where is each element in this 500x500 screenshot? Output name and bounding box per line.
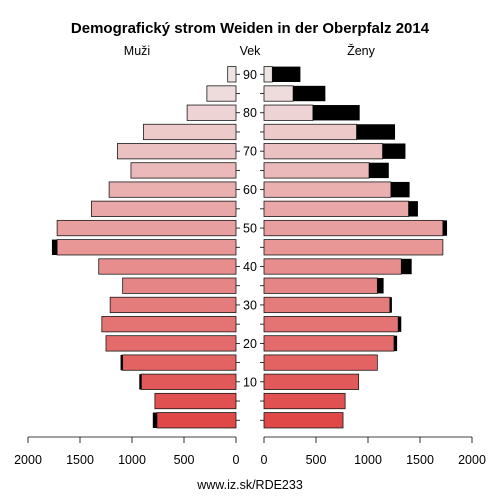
female-x-tick-label: 1000 (354, 453, 382, 467)
female-excess-90+ (272, 66, 301, 82)
female-bar-5-9 (263, 392, 346, 410)
female-excess-75-79 (356, 124, 396, 140)
female-excess-80-84 (312, 105, 360, 121)
female-bar-10-14 (263, 373, 360, 390)
female-label: Ženy (347, 43, 376, 58)
male-x-tick-label: 2000 (14, 453, 42, 467)
female-bar-65-69 (263, 162, 370, 179)
female-excess-40-44 (401, 258, 412, 275)
female-excess-30-34 (389, 297, 392, 313)
female-bar-40-44 (263, 258, 402, 275)
male-bar-80-84 (186, 104, 237, 121)
male-x-tick-label: 1500 (66, 453, 94, 467)
female-bar-30-34 (263, 296, 391, 314)
female-bar-15-19 (263, 354, 378, 371)
female-bar-70-74 (263, 143, 383, 160)
age-tick-label: 50 (243, 222, 257, 236)
female-bar-35-39 (263, 277, 378, 294)
female-bar-75-79 (263, 123, 357, 141)
bars-layer (51, 66, 448, 429)
age-tick-label: 90 (243, 68, 257, 82)
male-bar-60-64 (108, 181, 237, 198)
male-label: Muži (124, 44, 150, 58)
female-excess-20-24 (394, 335, 398, 352)
male-bar-5-9 (154, 392, 237, 410)
age-label: Vek (240, 44, 262, 58)
male-x-tick-label: 0 (233, 453, 240, 467)
female-bar-50-54 (263, 219, 444, 237)
male-bar-90+ (227, 66, 237, 83)
male-bar-15-19 (122, 354, 237, 371)
male-bar-85-89 (206, 85, 237, 102)
male-bar-40-44 (98, 258, 237, 275)
female-excess-60-64 (390, 181, 410, 198)
female-bar-80-84 (263, 104, 314, 121)
male-bar-25-29 (101, 316, 237, 333)
male-bar-70-74 (117, 143, 237, 160)
female-bar-25-29 (263, 316, 399, 333)
male-bar-30-34 (109, 296, 237, 314)
male-bar-55-59 (91, 200, 237, 217)
female-bar-90+ (263, 66, 273, 83)
age-tick-label: 30 (243, 298, 257, 312)
chart-title: Demografický strom Weiden in der Oberpfa… (71, 20, 430, 37)
male-bar-20-24 (105, 335, 237, 352)
male-excess-10-14 (139, 374, 142, 390)
axes-layer: 90 80 70 60 50 40 30 20 10 2000 1500 1000 500 0 0 500 10… (14, 68, 486, 467)
age-tick-label: 70 (243, 145, 257, 159)
female-bar-85-89 (263, 85, 294, 102)
female-bar-60-64 (263, 181, 392, 198)
female-x-tick-label: 2000 (458, 453, 486, 467)
source-label: www.iz.sk/RDE233 (196, 478, 303, 492)
female-bar-55-59 (263, 200, 409, 217)
age-tick-label: 60 (243, 183, 257, 197)
male-excess-15-19 (120, 354, 123, 371)
male-bar-50-54 (56, 219, 237, 237)
female-excess-65-69 (369, 162, 389, 179)
female-x-tick-label: 0 (261, 453, 268, 467)
age-tick-label: 20 (243, 337, 257, 351)
female-bar-45-49 (263, 239, 444, 256)
male-bar-45-49 (56, 239, 237, 256)
female-x-tick-label: 500 (306, 453, 327, 467)
male-x-tick-label: 500 (174, 453, 195, 467)
male-bar-10-14 (140, 373, 237, 390)
female-x-tick-label: 1500 (406, 453, 434, 467)
male-bar-35-39 (122, 277, 237, 294)
female-bar-20-24 (263, 335, 395, 352)
male-excess-0-4 (152, 412, 157, 428)
male-excess-45-49 (51, 239, 58, 255)
age-tick-label: 80 (243, 106, 257, 120)
male-bar-65-69 (130, 162, 237, 179)
female-excess-55-59 (408, 201, 418, 217)
male-bar-75-79 (143, 123, 237, 141)
female-excess-85-89 (293, 85, 326, 102)
female-excess-50-54 (442, 220, 448, 236)
age-tick-label: 10 (243, 375, 257, 389)
male-x-tick-label: 1000 (118, 453, 146, 467)
female-excess-70-74 (382, 143, 406, 159)
female-excess-35-39 (377, 278, 384, 294)
female-bar-0-4 (263, 412, 344, 429)
age-tick-label: 40 (243, 260, 257, 274)
female-excess-25-29 (398, 316, 402, 332)
male-bar-0-4 (156, 412, 237, 429)
